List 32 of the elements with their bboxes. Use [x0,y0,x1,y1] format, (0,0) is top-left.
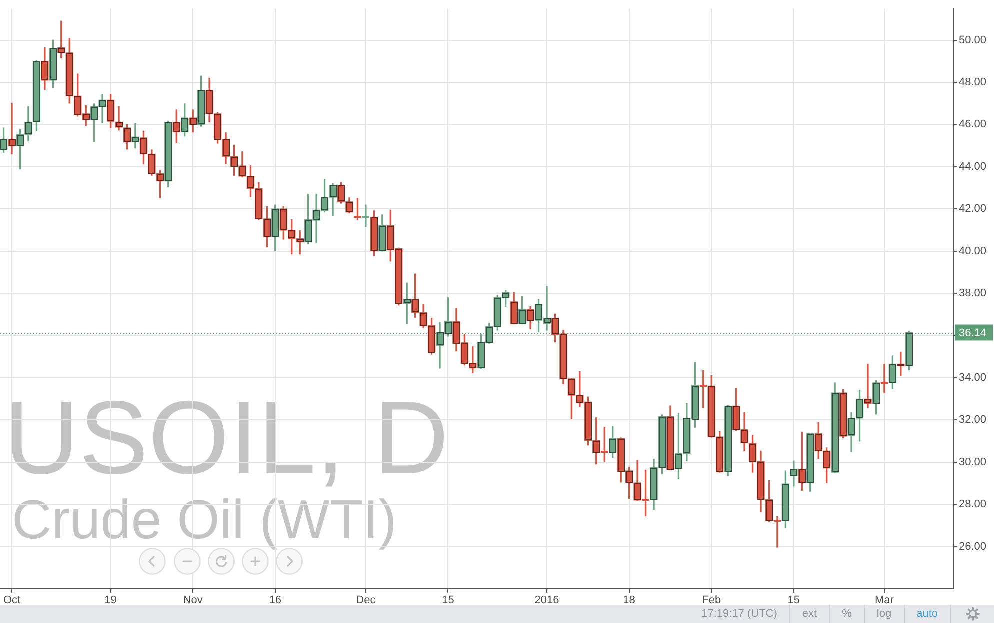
text: % [829,605,864,623]
x-tick-label: 18 [623,594,636,607]
y-tick-label: 50.00 [959,34,987,46]
x-tick-label: 15 [788,594,800,607]
x-tick-label: Oct [3,594,21,607]
y-tick-label: 32.00 [959,414,987,426]
y-tick-label: 30.00 [959,456,987,468]
x-tick-label: 2016 [534,594,560,607]
y-tick-label: 38.00 [959,288,987,300]
x-tick-label: 19 [104,594,117,607]
y-tick-label: 26.00 [959,540,987,553]
candlestick [132,124,140,149]
x-tick-label: Nov [183,594,204,607]
candlestick [864,364,872,408]
x-tick-label: Feb [702,594,722,607]
x-tick-label: 16 [269,594,282,607]
text: ext [789,605,830,623]
y-tick-label: 48.00 [959,76,987,88]
ref-line-label: 36.14 [959,327,987,340]
y-tick-label: 46.00 [959,118,987,131]
y-tick-label: 44.00 [959,160,987,173]
y-tick-label: 40.00 [959,245,987,258]
text: 17:19:17 (UTC) [700,607,778,622]
text: log [864,605,904,623]
y-tick-label: 34.00 [959,372,987,384]
x-tick-label: 15 [442,594,454,607]
x-tick-label: Dec [356,594,376,607]
candlestick [8,103,16,155]
y-tick-label: 42.00 [959,203,987,216]
y-tick-label: 28.00 [959,498,987,511]
x-tick-label: Mar [874,594,894,607]
text: auto [904,605,950,623]
